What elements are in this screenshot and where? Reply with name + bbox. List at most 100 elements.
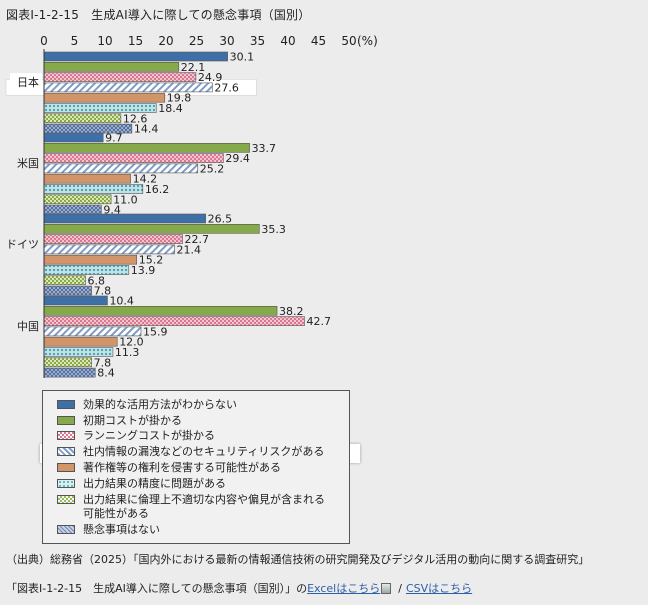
- bar: [43, 103, 157, 113]
- legend-swatch: [57, 431, 75, 440]
- bar-value-label: 13.9: [131, 264, 156, 277]
- bar: [43, 184, 144, 194]
- legend-item: ランニングコストが掛かる: [57, 429, 215, 443]
- bar-value-label: 10.4: [109, 295, 134, 308]
- bar: [43, 336, 118, 347]
- bar: [43, 204, 102, 215]
- bar: [43, 173, 131, 184]
- x-tick-label: 25: [189, 34, 204, 48]
- legend-swatch: [57, 525, 75, 534]
- legend-label: 懸念事項はない: [83, 523, 160, 536]
- bar: [43, 82, 213, 93]
- bar: [43, 224, 260, 234]
- footer-links: 「図表Ⅰ-1-2-15 生成AI導入に際しての懸念事項（国別）」の Excelは…: [6, 580, 472, 596]
- legend-item: 社内情報の漏洩などのセキュリティリスクがある: [57, 445, 324, 459]
- bar-value-label: 25.2: [200, 162, 225, 175]
- legend-item: 著作権等の権利を侵害する可能性がある: [57, 461, 281, 475]
- legend-label: 出力結果に倫理上不適切な内容や偏見が含まれる 可能性がある: [83, 493, 325, 520]
- chart-title: 図表Ⅰ-1-2-15 生成AI導入に際しての懸念事項（国別）: [6, 8, 311, 22]
- bar-value-label: 21.4: [177, 243, 202, 256]
- bar-value-label: 24.9: [198, 71, 223, 84]
- bar: [43, 92, 166, 103]
- bar-value-label: 9.4: [103, 204, 121, 217]
- bar-value-label: 14.4: [134, 123, 159, 136]
- bar-value-label: 7.8: [94, 285, 112, 298]
- bar: [43, 132, 104, 143]
- excel-file-icon[interactable]: [381, 582, 392, 594]
- x-tick-label: 20: [158, 34, 173, 48]
- bar-value-label: 19.8: [167, 92, 192, 105]
- bar-value-label: 29.4: [225, 152, 250, 165]
- legend-label: 出力結果の精度に問題がある: [83, 477, 226, 490]
- legend-label: 初期コストが掛かる: [83, 414, 182, 427]
- bar: [43, 347, 114, 357]
- bar: [43, 305, 278, 316]
- bar-value-label: 14.2: [133, 173, 158, 186]
- bar: [43, 357, 92, 368]
- legend-item: 効果的な活用方法がわからない: [57, 398, 237, 412]
- bar-value-label: 33.7: [252, 142, 277, 155]
- bar-value-label: 8.4: [97, 367, 115, 380]
- bar: [43, 367, 96, 378]
- x-tick-label: 30: [219, 34, 234, 48]
- bar: [43, 163, 199, 174]
- bar-value-label: 35.3: [261, 223, 286, 236]
- footer-prefix: 「図表Ⅰ-1-2-15 生成AI導入に際しての懸念事項（国別）」の: [6, 582, 308, 595]
- bar: [43, 265, 130, 275]
- bar-value-label: 42.7: [306, 315, 331, 328]
- link-separator: /: [398, 581, 402, 595]
- bar: [43, 113, 122, 124]
- category-label: 日本: [17, 75, 39, 89]
- bar-value-label: 11.0: [113, 193, 138, 206]
- legend-swatch: [57, 416, 75, 425]
- bar-value-label: 38.2: [279, 305, 304, 318]
- bar-value-label: 22.7: [184, 233, 209, 246]
- legend-swatch: [57, 463, 75, 472]
- legend-label: 著作権等の権利を侵害する可能性がある: [83, 461, 281, 474]
- bar-value-label: 22.1: [181, 61, 206, 74]
- legend-label: ランニングコストが掛かる: [83, 429, 215, 442]
- bar: [43, 244, 175, 255]
- bar-value-label: 30.1: [230, 51, 255, 64]
- chart-legend: 効果的な活用方法がわからない 初期コストが掛かるランニングコストが掛かる社内情報の…: [42, 390, 350, 544]
- bar: [43, 72, 197, 82]
- legend-item: 出力結果に倫理上不適切な内容や偏見が含まれる 可能性がある: [57, 493, 325, 521]
- x-tick-label: 10: [97, 34, 112, 48]
- legend-label: 効果的な活用方法がわからない: [83, 398, 237, 411]
- bar: [43, 285, 92, 296]
- bar-value-label: 15.9: [143, 325, 168, 338]
- bar-value-label: 12.0: [119, 336, 144, 349]
- bar: [43, 254, 138, 265]
- bar: [43, 275, 86, 286]
- source-note: （出典）総務省（2025）「国内外における最新の情報通信技術の研究開発及びデジタ…: [6, 553, 590, 566]
- legend-item: 懸念事項はない: [57, 523, 160, 537]
- bar-value-label: 9.7: [105, 132, 123, 145]
- legend-item: 出力結果の精度に問題がある: [57, 477, 226, 491]
- legend-swatch: [57, 479, 75, 488]
- bar: [43, 51, 228, 62]
- legend-swatch: [57, 400, 75, 409]
- legend-swatch: [57, 495, 75, 504]
- x-tick-label: 35: [250, 34, 265, 48]
- category-label-highlight: [10, 73, 42, 91]
- bar-value-label: 18.4: [158, 102, 183, 115]
- legend-item: 初期コストが掛かる: [57, 414, 182, 428]
- bar-value-label: 11.3: [115, 346, 139, 359]
- x-tick-label: 45: [311, 34, 326, 48]
- bar: [43, 316, 305, 326]
- x-tick-label: 5: [71, 34, 79, 48]
- bar-value-label: 12.6: [123, 112, 148, 125]
- excel-link[interactable]: Excelはこちら: [307, 582, 381, 595]
- x-tick-label: 40: [280, 34, 295, 48]
- legend-swatch: [57, 447, 75, 456]
- bar-value-label: 16.2: [145, 183, 170, 196]
- bar-chart: 0 5 10 15 20 25 30 35 40 45 50 (%) 日本 30.1 22.124.927…: [5, 34, 378, 380]
- csv-link[interactable]: CSVはこちら: [405, 582, 473, 595]
- bar-value-label: 26.5: [208, 213, 233, 226]
- x-unit-label: (%): [357, 34, 378, 48]
- bar-value-label: 27.6: [214, 81, 239, 94]
- bar-value-label: 15.2: [139, 254, 164, 267]
- bar-value-label: 6.8: [87, 274, 105, 287]
- bar: [43, 143, 250, 153]
- category-label: 米国: [17, 157, 39, 170]
